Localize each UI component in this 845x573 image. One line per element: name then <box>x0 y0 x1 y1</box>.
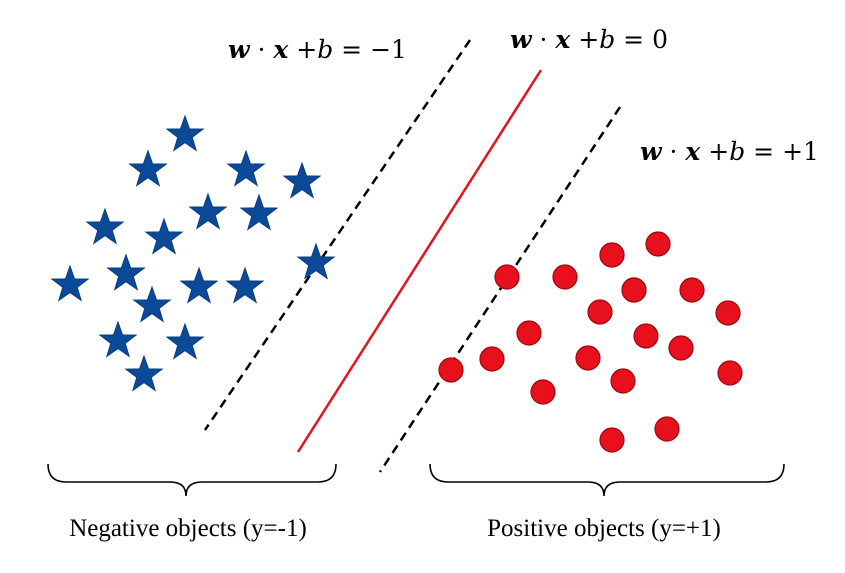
positive-object-circle <box>552 264 578 290</box>
positive-margin-line <box>378 106 622 473</box>
negative-object-star <box>296 242 336 280</box>
positive-object-circle <box>621 277 647 303</box>
negative-object-star <box>128 149 168 187</box>
positive-group-label: Positive objects (y=+1) <box>487 515 721 542</box>
positive-object-circle <box>479 346 505 372</box>
decision-boundary-line <box>296 69 543 453</box>
negative-object-star <box>50 264 90 302</box>
negative-group-brace <box>47 463 337 497</box>
positive-margin-equation: w · x +b = +1 <box>640 137 819 166</box>
positive-object-circle <box>654 416 680 442</box>
positive-object-circle <box>516 320 542 346</box>
negative-group-label: Negative objects (y=-1) <box>69 515 307 542</box>
decision-boundary-equation: w · x +b = 0 <box>510 25 668 54</box>
positive-object-circle <box>715 300 741 326</box>
positive-object-circle <box>610 368 636 394</box>
negative-object-star <box>188 192 228 230</box>
positive-object-circle <box>587 299 613 325</box>
negative-object-star <box>106 253 146 291</box>
positive-object-circle <box>599 242 625 268</box>
positive-object-circle <box>633 323 659 349</box>
positive-object-circle <box>530 379 556 405</box>
negative-object-star <box>85 207 125 245</box>
positive-group-brace <box>429 463 785 497</box>
negative-margin-equation: w · x +b = −1 <box>228 35 407 64</box>
negative-margin-line <box>203 39 472 431</box>
negative-object-star <box>226 149 266 187</box>
negative-object-star <box>282 161 322 199</box>
positive-object-circle <box>599 427 625 453</box>
negative-object-star <box>165 114 205 152</box>
positive-object-circle <box>717 360 743 386</box>
negative-object-star <box>179 266 219 304</box>
positive-object-circle <box>575 345 601 371</box>
negative-object-star <box>239 193 279 231</box>
negative-object-star <box>124 354 164 392</box>
positive-object-circle <box>438 357 464 383</box>
positive-object-circle <box>645 231 671 257</box>
negative-object-star <box>144 217 184 255</box>
negative-object-star <box>165 322 205 360</box>
positive-object-circle <box>679 277 705 303</box>
positive-object-circle <box>494 264 520 290</box>
negative-object-star <box>98 320 138 358</box>
negative-object-star <box>225 266 265 304</box>
negative-objects <box>50 114 336 392</box>
positive-objects <box>438 231 743 453</box>
positive-object-circle <box>668 335 694 361</box>
negative-object-star <box>132 285 172 323</box>
